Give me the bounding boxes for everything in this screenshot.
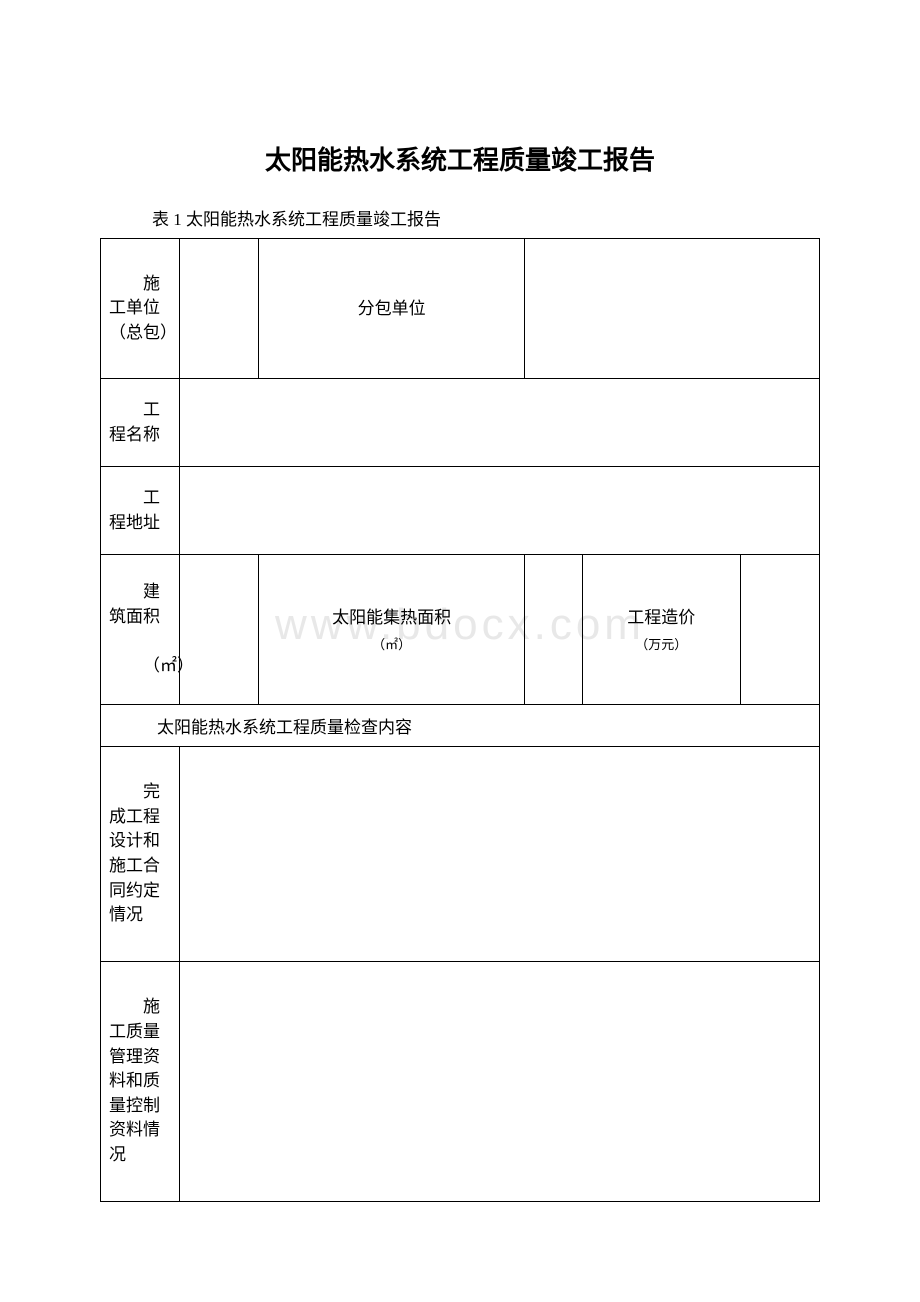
cell-label-first: 施 <box>109 995 173 1020</box>
cell-label-unit: （㎡） <box>109 654 173 679</box>
table-row: 太阳能热水系统工程质量检查内容 <box>101 705 820 747</box>
cell-label-first: 完 <box>109 780 173 805</box>
section-header: 太阳能热水系统工程质量检查内容 <box>101 705 820 747</box>
cell-label-rest: 工单位（总包） <box>109 298 177 342</box>
cell-label-first: 工 <box>109 486 173 511</box>
cell-label-first: 建 <box>109 580 173 605</box>
cell-label-first: 工 <box>109 398 173 423</box>
report-table: 施 工单位（总包） 分包单位 工 程名称 工 程地址 建 <box>100 238 820 1202</box>
cell-value <box>180 467 820 555</box>
cell-value <box>180 239 259 379</box>
cell-value <box>740 555 819 705</box>
page-content: 太阳能热水系统工程质量竣工报告 表 1 太阳能热水系统工程质量竣工报告 施 工单… <box>100 140 820 1202</box>
table-row: 建 筑面积 （㎡） 太阳能集热面积 （㎡） 工程造价 （万元） <box>101 555 820 705</box>
table-row: 完 成工程设计和施工合同约定情况 <box>101 747 820 962</box>
cell-value <box>525 555 583 705</box>
document-title: 太阳能热水系统工程质量竣工报告 <box>100 140 820 177</box>
table-row: 施 工质量管理资料和质量控制资料情况 <box>101 962 820 1202</box>
cell-value <box>180 555 259 705</box>
cell-label-rest: 程地址 <box>109 513 160 532</box>
table-row: 工 程地址 <box>101 467 820 555</box>
cell-label-subcontractor: 分包单位 <box>259 239 525 379</box>
cell-label-rest: 成工程设计和施工合同约定情况 <box>109 807 160 925</box>
cell-label-rest: 程名称 <box>109 425 160 444</box>
table-row: 施 工单位（总包） 分包单位 <box>101 239 820 379</box>
cell-value <box>180 747 820 962</box>
cell-label-cost: 工程造价 （万元） <box>582 555 740 705</box>
cell-label-first: 施 <box>109 272 173 297</box>
cell-label-rest: 筑面积 <box>109 607 160 626</box>
cell-value <box>180 962 820 1202</box>
cell-value <box>180 379 820 467</box>
cell-label-rest: 工质量管理资料和质量控制资料情况 <box>109 1022 160 1164</box>
cell-label-solar-area: 太阳能集热面积 （㎡） <box>259 555 525 705</box>
cell-value <box>525 239 820 379</box>
table-caption: 表 1 太阳能热水系统工程质量竣工报告 <box>152 205 820 230</box>
table-row: 工 程名称 <box>101 379 820 467</box>
